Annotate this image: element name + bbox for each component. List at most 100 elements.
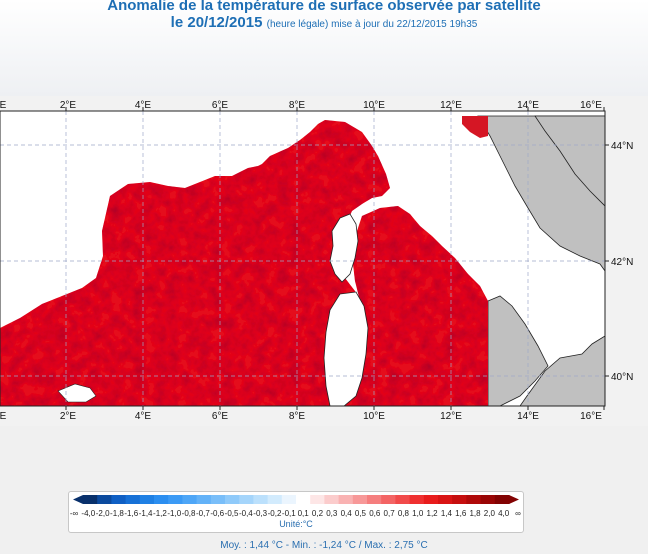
lon-label: 6°E <box>212 411 229 422</box>
legend-color-swatch <box>296 495 311 504</box>
legend-color-swatch <box>409 495 425 504</box>
legend-tick-label: -1,8 <box>110 509 124 518</box>
legend-tick-label: 0,3 <box>326 509 338 518</box>
map-border <box>0 110 606 407</box>
lon-label: 10°E <box>363 100 385 111</box>
lon-label: 4°E <box>135 411 152 422</box>
lon-label: 10°E <box>363 411 385 422</box>
lon-label: 2°E <box>60 411 77 422</box>
legend-tick-label: -4,0 <box>81 509 96 518</box>
lon-label: 14°E <box>517 100 539 111</box>
legend-tick-label: 1,8 <box>469 509 481 518</box>
legend-color-swatch <box>182 495 198 504</box>
legend-tick-label: -0,8 <box>181 509 196 518</box>
legend-color-swatch <box>324 495 340 504</box>
legend-tick-label: -0,1 <box>281 509 296 518</box>
legend-color-swatch <box>210 495 226 504</box>
tick-marks <box>65 107 609 410</box>
sea-anomaly-west <box>0 120 390 406</box>
legend-tick-label: 4,0 <box>498 509 510 518</box>
lon-label: 4°E <box>135 100 152 111</box>
legend-color-swatch <box>423 495 439 504</box>
lon-label: 12°E <box>440 100 462 111</box>
lon-label: E <box>0 411 7 422</box>
lon-label: 16°E <box>580 411 602 422</box>
legend-unit: Unité:°C <box>279 519 313 529</box>
legend-tick-label: ∞ <box>515 509 521 518</box>
legend-tick-label: 0,1 <box>297 509 309 518</box>
graticule <box>0 111 605 406</box>
color-legend: -∞ -4,0 -2,0 -1,8 -1,6 -1,4 -1,2 -1,0 -0,8 -0,7 -0… <box>68 491 524 533</box>
legend-tick-label: 0,5 <box>354 509 366 518</box>
legend-tick-label: 2,0 <box>483 509 495 518</box>
legend-color-swatch <box>480 495 496 504</box>
legend-tick-label: 0,7 <box>383 509 395 518</box>
lon-label: 14°E <box>517 411 539 422</box>
page-subtitle: le 20/12/2015 (heure légale) mise à jour… <box>0 14 648 31</box>
legend-tick-label: 0,6 <box>369 509 381 518</box>
sea-anomaly-ligurian <box>462 116 488 138</box>
legend-tick-label: -1,4 <box>138 509 153 518</box>
legend-color-swatch <box>310 495 325 504</box>
lat-labels: 44°N 42°N 40°N <box>611 141 633 383</box>
legend-color-swatch <box>239 495 254 504</box>
legend-color-swatch <box>381 495 396 504</box>
legend-tick-label: -0,3 <box>253 509 268 518</box>
legend-color-swatch <box>466 495 482 504</box>
title-date: le 20/12/2015 <box>170 14 263 31</box>
land-sardinia <box>323 291 369 406</box>
legend-tick-label: -1,2 <box>153 509 167 518</box>
legend-color-swatch <box>438 495 453 504</box>
legend-color-swatch <box>111 495 127 504</box>
lon-labels-bottom: E 2°E 4°E 6°E 8°E 10°E 12°E 14°E 16°E <box>0 411 602 422</box>
legend-tick-label: 1,0 <box>412 509 424 518</box>
legend-color-swatch <box>352 495 368 504</box>
lon-labels-top: E 2°E 4°E 6°E 8°E 10°E 12°E 14°E 16°E <box>0 100 602 111</box>
legend-colorbar <box>73 495 519 504</box>
legend-tick-label: 1,2 <box>426 509 438 518</box>
stats-line: Moy. : 1,44 °C - Min. : -1,24 °C / Max. … <box>220 540 428 551</box>
header-band: Anomalie de la température de surface ob… <box>0 0 648 96</box>
legend-tick-label: -1,0 <box>167 509 182 518</box>
legend-color-swatch <box>154 495 169 504</box>
legend-color-swatch <box>367 495 382 504</box>
legend-color-swatch <box>395 495 411 504</box>
land-balkans <box>534 115 605 207</box>
legend-color-swatch <box>494 495 510 504</box>
legend-color-swatch <box>225 495 240 504</box>
legend-tick-label: -0,7 <box>195 509 210 518</box>
legend-tick-label: 0,4 <box>340 509 352 518</box>
legend-tick-label: -1,6 <box>124 509 139 518</box>
legend-color-swatch <box>267 495 283 504</box>
lon-label: 12°E <box>440 411 462 422</box>
land-balearics <box>57 383 97 403</box>
sea-anomaly-tyrrhenian <box>352 206 488 406</box>
map-canvas: E 2°E 4°E 6°E 8°E 10°E 12°E 14°E 16°E E … <box>0 100 633 422</box>
legend-tick-label: -0,4 <box>238 509 253 518</box>
lon-label: E <box>0 100 7 111</box>
legend-color-swatch <box>196 495 212 504</box>
lon-label: 16°E <box>580 100 602 111</box>
legend-tick-label: 0,8 <box>397 509 409 518</box>
legend-color-swatch <box>83 495 98 504</box>
legend-tick-label: -2,0 <box>95 509 110 518</box>
legend-color-swatch <box>338 495 354 504</box>
lon-label: 8°E <box>289 100 306 111</box>
legend-color-swatch <box>168 495 183 504</box>
title-update: (heure légale) mise à jour du 22/12/2015… <box>266 19 478 30</box>
legend-color-swatch <box>97 495 112 504</box>
legend-color-swatch <box>452 495 467 504</box>
lon-label: 2°E <box>60 100 77 111</box>
legend-color-swatch <box>281 495 297 504</box>
legend-tick-label: -0,6 <box>210 509 225 518</box>
land-italy <box>477 115 605 406</box>
legend-tick-label: -0,5 <box>224 509 239 518</box>
land-sardinia-coast <box>487 295 549 406</box>
legend-tick-label: 0,2 <box>311 509 324 518</box>
anomaly-map: E 2°E 4°E 6°E 8°E 10°E 12°E 14°E 16°E E … <box>0 96 648 426</box>
lon-label: 8°E <box>289 411 306 422</box>
lon-label: 6°E <box>212 100 229 111</box>
legend-arrow-right <box>509 495 519 504</box>
legend-tick-label: 1,4 <box>440 509 452 518</box>
legend-color-swatch <box>125 495 141 504</box>
